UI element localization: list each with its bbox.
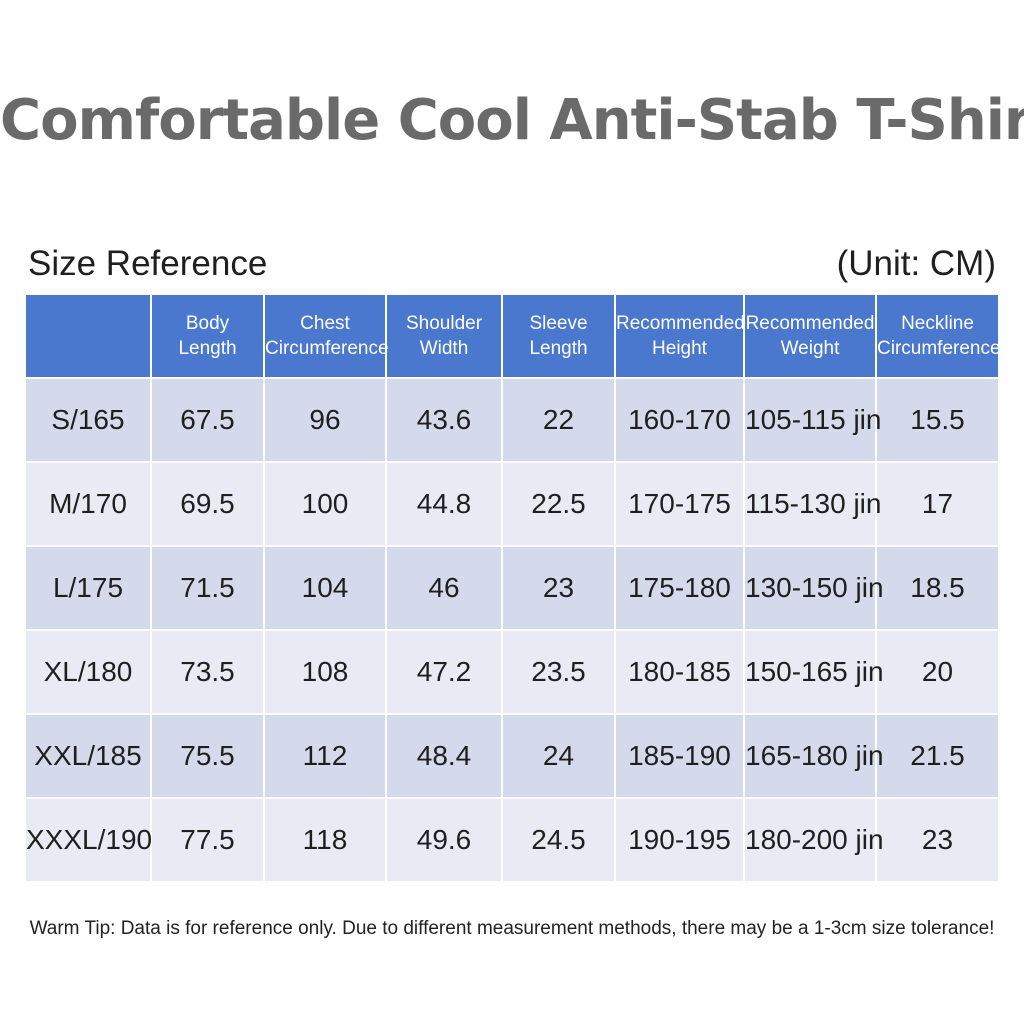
value-cell: 69.5 [152, 461, 265, 545]
column-header [26, 295, 152, 377]
value-cell: 18.5 [877, 545, 998, 629]
value-cell: 24 [503, 713, 616, 797]
size-cell: XL/180 [26, 629, 152, 713]
value-cell: 150-165 jin [745, 629, 884, 713]
size-cell: L/175 [26, 545, 152, 629]
value-cell: 96 [265, 377, 387, 461]
value-cell: 160-170 [616, 377, 745, 461]
value-cell: 46 [387, 545, 503, 629]
size-cell: XXL/185 [26, 713, 152, 797]
value-cell: 17 [877, 461, 998, 545]
value-cell: 22.5 [503, 461, 616, 545]
value-cell: 130-150 jin [745, 545, 884, 629]
table-row: L/175 71.5 104 46 23 175-180 130-150 jin 18.5 [26, 545, 998, 629]
value-cell: 67.5 [152, 377, 265, 461]
unit-label: (Unit: CM) [836, 244, 996, 283]
column-header: Neckline Circumference [877, 295, 1001, 377]
table-row: XXXL/190 77.5 118 49.6 24.5 190-195 180-200 ji… [26, 797, 998, 881]
column-header: Shoulder Width [387, 295, 503, 377]
value-cell: 23 [877, 797, 998, 881]
value-cell: 15.5 [877, 377, 998, 461]
value-cell: 23.5 [503, 629, 616, 713]
size-cell: XXXL/190 [26, 797, 152, 881]
value-cell: 175-180 [616, 545, 745, 629]
value-cell: 47.2 [387, 629, 503, 713]
column-header: Chest Circumference [265, 295, 389, 377]
table-row: M/170 69.5 100 44.8 22.5 170-175 115-130 jin 17 [26, 461, 998, 545]
value-cell: 21.5 [877, 713, 998, 797]
value-cell: 24.5 [503, 797, 616, 881]
value-cell: 73.5 [152, 629, 265, 713]
table-row: S/165 67.5 96 43.6 22 160-170 105-115 jin 15.5 [26, 377, 998, 461]
value-cell: 165-180 jin [745, 713, 884, 797]
value-cell: 44.8 [387, 461, 503, 545]
value-cell: 108 [265, 629, 387, 713]
size-reference-label: Size Reference [28, 244, 268, 283]
value-cell: 112 [265, 713, 387, 797]
value-cell: 115-130 jin [745, 461, 881, 545]
size-cell: S/165 [26, 377, 152, 461]
value-cell: 43.6 [387, 377, 503, 461]
column-header: Recommended Weight [745, 295, 877, 377]
value-cell: 118 [265, 797, 387, 881]
value-cell: 48.4 [387, 713, 503, 797]
warm-tip: Warm Tip: Data is for reference only. Du… [29, 918, 995, 939]
column-header: Recommended Height [616, 295, 745, 377]
value-cell: 180-200 jin [745, 797, 884, 881]
column-header: Sleeve Length [503, 295, 616, 377]
value-cell: 22 [503, 377, 616, 461]
value-cell: 77.5 [152, 797, 265, 881]
value-cell: 190-195 [616, 797, 745, 881]
value-cell: 185-190 [616, 713, 745, 797]
value-cell: 20 [877, 629, 998, 713]
size-cell: M/170 [26, 461, 152, 545]
table-header-row: Body Length Chest Circumference Shoulder Widt… [26, 295, 1001, 377]
value-cell: 170-175 [616, 461, 745, 545]
value-cell: 104 [265, 545, 387, 629]
size-table: Body Length Chest Circumference Shoulder Widt… [26, 295, 1001, 881]
value-cell: 180-185 [616, 629, 745, 713]
value-cell: 75.5 [152, 713, 265, 797]
column-header: Body Length [152, 295, 265, 377]
value-cell: 105-115 jin [745, 377, 881, 461]
value-cell: 71.5 [152, 545, 265, 629]
value-cell: 100 [265, 461, 387, 545]
table-row: XL/180 73.5 108 47.2 23.5 180-185 150-165 jin 2… [26, 629, 998, 713]
value-cell: 23 [503, 545, 616, 629]
page-title: Comfortable Cool Anti-Stab T-Shirt [0, 88, 1024, 153]
value-cell: 49.6 [387, 797, 503, 881]
table-row: XXL/185 75.5 112 48.4 24 185-190 165-180 jin 21… [26, 713, 998, 797]
